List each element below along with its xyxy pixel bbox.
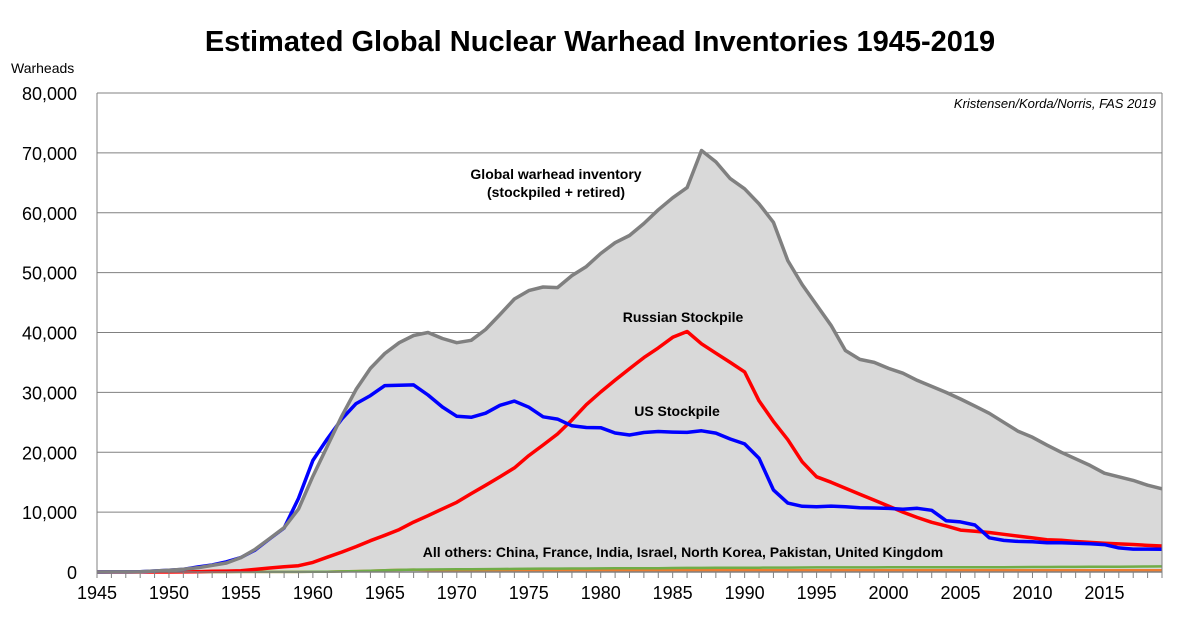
- x-tick-label: 1975: [509, 583, 549, 603]
- series-layer: [96, 148, 1163, 574]
- x-tick-label: 2015: [1084, 583, 1124, 603]
- y-tick-label: 50,000: [22, 264, 77, 284]
- x-tick-label: 1965: [365, 583, 405, 603]
- x-tick-label: 1955: [221, 583, 261, 603]
- x-tick-label: 1970: [437, 583, 477, 603]
- y-tick-label: 80,000: [22, 84, 77, 104]
- x-tick-label: 1990: [725, 583, 765, 603]
- global-inventory-area: [97, 150, 1162, 572]
- y-tick-label: 40,000: [22, 324, 77, 344]
- source-note: Kristensen/Korda/Norris, FAS 2019: [953, 96, 1156, 111]
- x-tick-label: 1960: [293, 583, 333, 603]
- us-stockpile-label: US Stockpile: [634, 403, 720, 419]
- x-tick-label: 1945: [77, 583, 117, 603]
- x-tick-label: 2010: [1012, 583, 1052, 603]
- y-tick-label: 70,000: [22, 144, 77, 164]
- x-tick-label: 1995: [797, 583, 837, 603]
- y-tick-label: 60,000: [22, 204, 77, 224]
- x-tick-label: 1985: [653, 583, 693, 603]
- x-tick-label: 1980: [581, 583, 621, 603]
- x-tick-label: 2000: [869, 583, 909, 603]
- y-tick-label: 20,000: [22, 443, 77, 463]
- x-tick-label: 2005: [940, 583, 980, 603]
- global-inventory-label-line1: Global warhead inventory: [470, 166, 641, 182]
- axes: 0 10,000 20,000 30,000 40,000 50,000 60,000 70,…: [22, 84, 1163, 603]
- global-inventory-line: [96, 148, 1163, 574]
- others-label: All others: China, France, India, Israel…: [423, 544, 943, 560]
- russian-stockpile-label: Russian Stockpile: [623, 309, 744, 325]
- x-tick-label: 1950: [149, 583, 189, 603]
- chart-title: Estimated Global Nuclear Warhead Invento…: [204, 26, 996, 58]
- y-axis-unit-label: Warheads: [11, 60, 75, 76]
- y-tick-label: 30,000: [22, 383, 77, 403]
- y-tick-label: 10,000: [22, 503, 77, 523]
- global-inventory-label-line2: (stockpiled + retired): [487, 184, 625, 200]
- y-tick-label: 0: [67, 563, 77, 583]
